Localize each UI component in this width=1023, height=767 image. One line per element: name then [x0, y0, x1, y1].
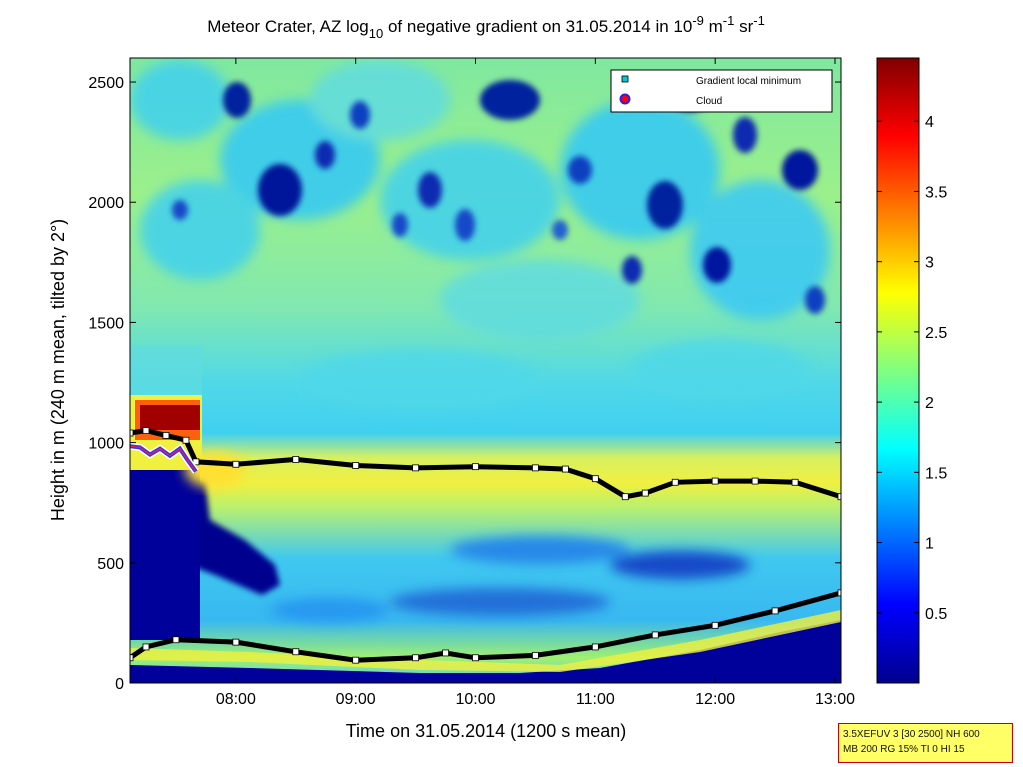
gradient-minimum-point	[353, 462, 359, 468]
chart-title: Meteor Crater, AZ log10 of negative grad…	[207, 13, 765, 41]
gradient-minimum-point	[473, 464, 479, 470]
x-tick-label: 12:00	[695, 691, 735, 708]
x-tick-label: 13:00	[815, 691, 855, 708]
gradient-minimum-point	[293, 649, 299, 655]
legend-marker-cloud	[621, 95, 630, 104]
y-tick-label: 2500	[88, 75, 124, 92]
colorbar-tick-label: 2	[925, 395, 934, 412]
gradient-minimum-point	[233, 461, 239, 467]
gradient-minimum-point	[532, 652, 538, 658]
gradient-minimum-point	[562, 466, 568, 472]
gradient-minimum-point	[143, 644, 149, 650]
gradient-minimum-point	[233, 639, 239, 645]
gradient-minimum-point	[592, 476, 598, 482]
gradient-minimum-point	[712, 622, 718, 628]
y-tick-label: 1000	[88, 436, 124, 453]
x-tick-label: 10:00	[455, 691, 495, 708]
gradient-minimum-point	[293, 456, 299, 462]
gradient-minimum-point	[143, 428, 149, 434]
gradient-minimum-point	[413, 465, 419, 471]
colorbar: 0.5 1 1.5 2 2.5 3 3.5 4	[877, 58, 947, 683]
colorbar-tick-label: 3.5	[925, 184, 947, 201]
gradient-minimum-point	[792, 479, 798, 485]
legend: Gradient local minimum Cloud	[611, 70, 832, 112]
gradient-minimum-point	[353, 657, 359, 663]
heatmap	[130, 58, 841, 683]
gradient-minimum-point	[712, 478, 718, 484]
gradient-minimum-point	[672, 479, 678, 485]
gradient-minimum-point	[413, 655, 419, 661]
gradient-minimum-point	[173, 637, 179, 643]
gradient-minimum-point	[772, 608, 778, 614]
gradient-minimum-point	[443, 650, 449, 656]
legend-label-cloud: Cloud	[696, 96, 722, 107]
y-tick-label: 1500	[88, 315, 124, 332]
gradient-minimum-point	[163, 432, 169, 438]
gradient-minimum-point	[473, 655, 479, 661]
x-axis-label: Time on 31.05.2014 (1200 s mean)	[346, 721, 627, 741]
colorbar-tick-label: 2.5	[925, 325, 947, 342]
colorbar-tick-label: 4	[925, 114, 934, 131]
legend-label-gradient: Gradient local minimum	[696, 76, 801, 87]
gradient-minimum-point	[592, 644, 598, 650]
colorbar-tick-label: 3	[925, 255, 934, 272]
y-tick-label: 500	[97, 556, 124, 573]
y-tick-label: 2000	[88, 195, 124, 212]
gradient-minimum-point	[532, 465, 538, 471]
info-line-1: 3.5XEFUV 3 [30 2500] NH 600	[843, 727, 1008, 742]
gradient-minimum-point	[652, 632, 658, 638]
y-axis-label: Height in m (240 m mean, tilted by 2°)	[48, 219, 68, 521]
info-line-2: MB 200 RG 15% TI 0 HI 15	[843, 742, 1008, 757]
colorbar-tick-label: 0.5	[925, 606, 947, 623]
x-tick-label: 08:00	[216, 691, 256, 708]
x-tick-label: 11:00	[576, 691, 615, 708]
gradient-minimum-point	[622, 494, 628, 500]
gradient-minimum-point	[752, 478, 758, 484]
colorbar-tick-label: 1	[925, 536, 934, 553]
gradient-minimum-point	[183, 437, 189, 443]
legend-marker-gradient	[622, 76, 628, 82]
info-box: 3.5XEFUV 3 [30 2500] NH 600 MB 200 RG 15…	[838, 723, 1013, 763]
y-tick-label: 0	[115, 676, 124, 693]
gradient-minimum-point	[642, 490, 648, 496]
colorbar-tick-label: 1.5	[925, 465, 947, 482]
x-tick-label: 09:00	[336, 691, 376, 708]
